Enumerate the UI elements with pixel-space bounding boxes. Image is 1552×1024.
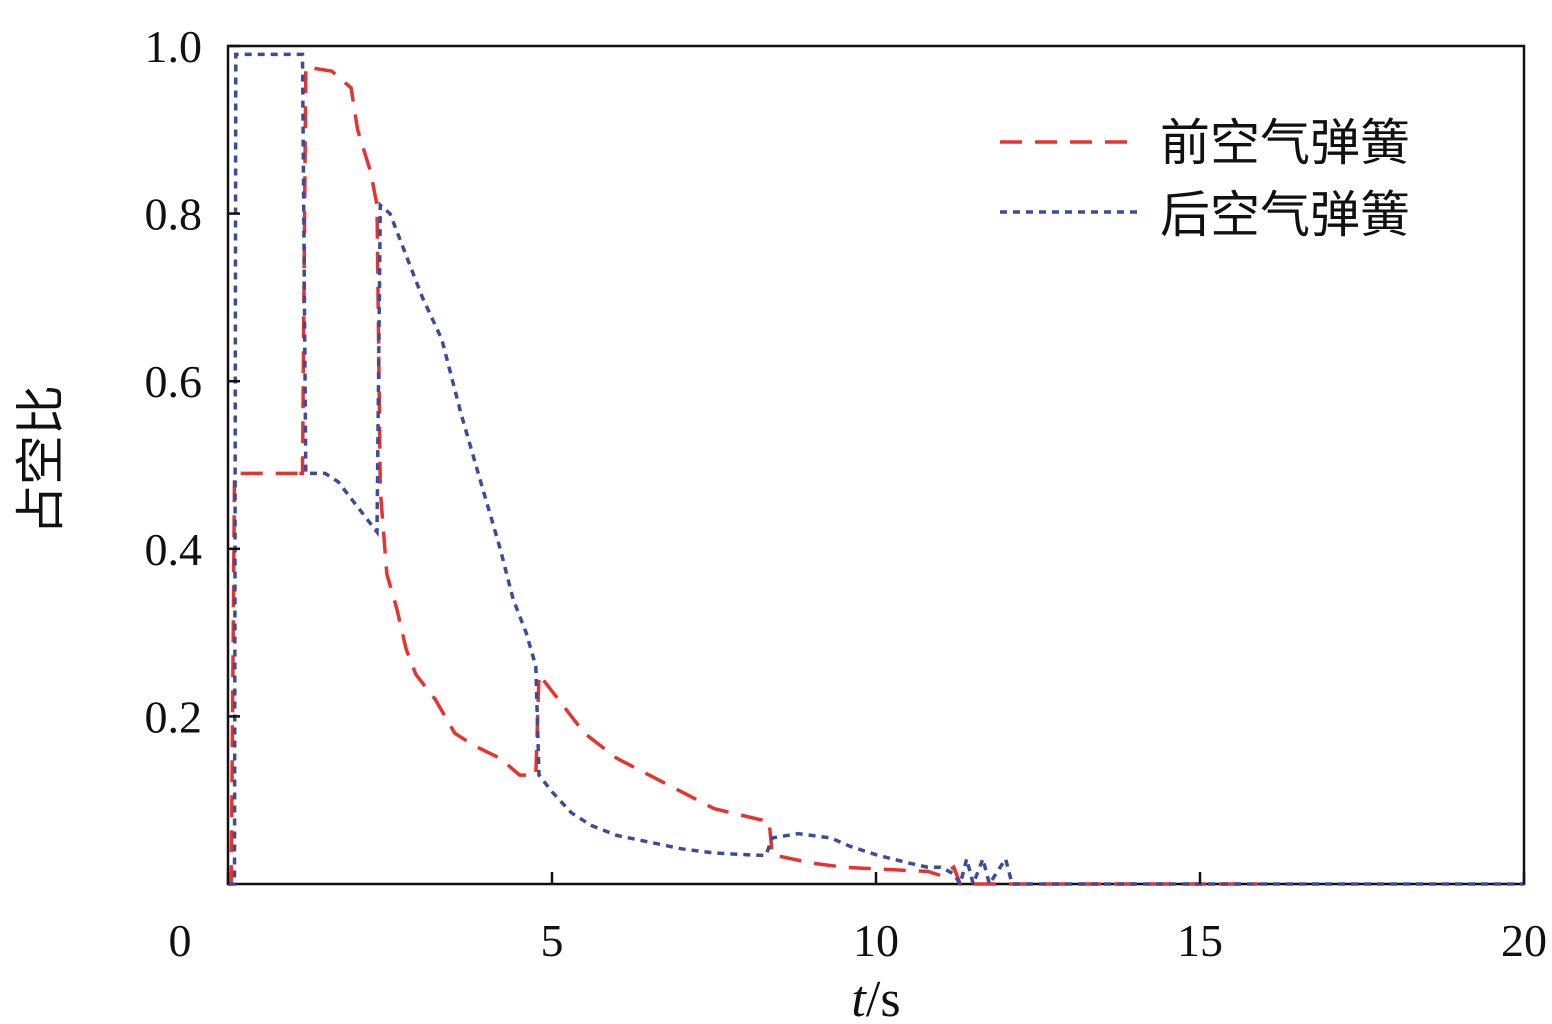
x-tick-label: 0 <box>169 915 192 966</box>
y-axis-ticks: 0.2 0.4 0.6 0.8 1.0 <box>145 21 240 742</box>
y-tick-label: 1.0 <box>145 21 203 72</box>
y-tick-label: 0.4 <box>145 524 203 575</box>
x-tick-label: 15 <box>1177 915 1223 966</box>
x-tick-label: 10 <box>853 915 899 966</box>
legend: 前空气弹簧 后空气弹簧 <box>1000 114 1410 244</box>
y-tick-label: 0.2 <box>145 691 203 742</box>
y-tick-label: 0.8 <box>145 189 203 240</box>
legend-label-rear: 后空气弹簧 <box>1160 186 1410 244</box>
y-axis-label: 占空比 <box>12 385 70 535</box>
x-tick-label: 20 <box>1501 915 1547 966</box>
x-axis-label-variable: t <box>851 971 867 1024</box>
x-axis-label: t/s <box>851 971 900 1024</box>
x-axis-label-unit: /s <box>866 971 901 1024</box>
legend-label-front: 前空气弹簧 <box>1160 114 1410 172</box>
y-tick-label: 0.6 <box>145 356 203 407</box>
x-tick-label: 5 <box>541 915 564 966</box>
series-line-1 <box>228 52 1524 890</box>
series-line-0 <box>228 64 1259 886</box>
series-layer <box>228 52 1524 890</box>
x-axis-ticks: 0 5 10 15 20 <box>169 872 1547 966</box>
